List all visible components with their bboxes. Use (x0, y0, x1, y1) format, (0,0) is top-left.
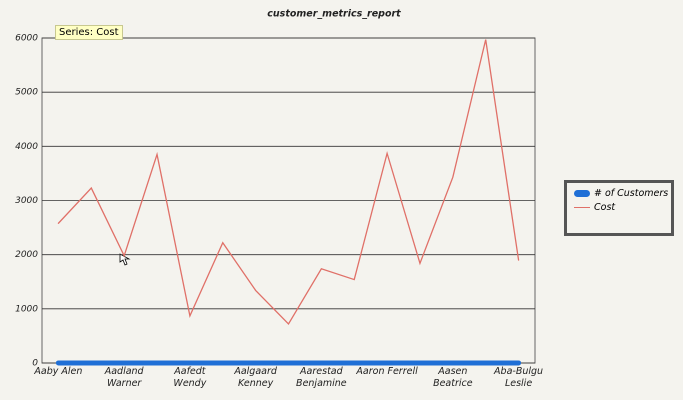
y-tick-label: 0 (32, 359, 38, 369)
legend-swatch (574, 190, 590, 197)
x-tick-label: Aba-Bulgu Leslie (494, 366, 544, 389)
x-tick-label: Aasen Beatrice (433, 366, 473, 389)
legend-entry: # of Customers (574, 188, 668, 199)
x-tick-label: Aaron Ferrell (356, 366, 418, 377)
cursor (119, 253, 131, 266)
legend-swatch (574, 206, 590, 209)
legend-label: # of Customers (594, 188, 669, 199)
x-tick-label: Aadland Warner (104, 366, 144, 389)
legend: # of Customers Cost (564, 180, 674, 236)
y-tick-label: 3000 (15, 196, 38, 206)
x-tick-label: Aalgaard Kenney (234, 366, 277, 389)
y-tick-label: 5000 (15, 88, 38, 98)
y-tick-label: 4000 (15, 142, 38, 152)
series-line (57, 39, 520, 326)
x-tick-label: Aarestad Benjamine (296, 366, 347, 389)
x-tick-label: Aaby Alen (34, 366, 83, 377)
y-tick-label: 2000 (15, 250, 38, 260)
chart-title: customer_metrics_report (267, 9, 401, 20)
y-tick-label: 6000 (15, 34, 38, 44)
legend-label: Cost (594, 202, 616, 213)
tooltip: Series: Cost (55, 25, 123, 40)
x-tick-label: Aafedt Wendy (173, 366, 207, 389)
y-tick-label: 1000 (15, 304, 38, 314)
legend-entry: Cost (574, 202, 615, 213)
